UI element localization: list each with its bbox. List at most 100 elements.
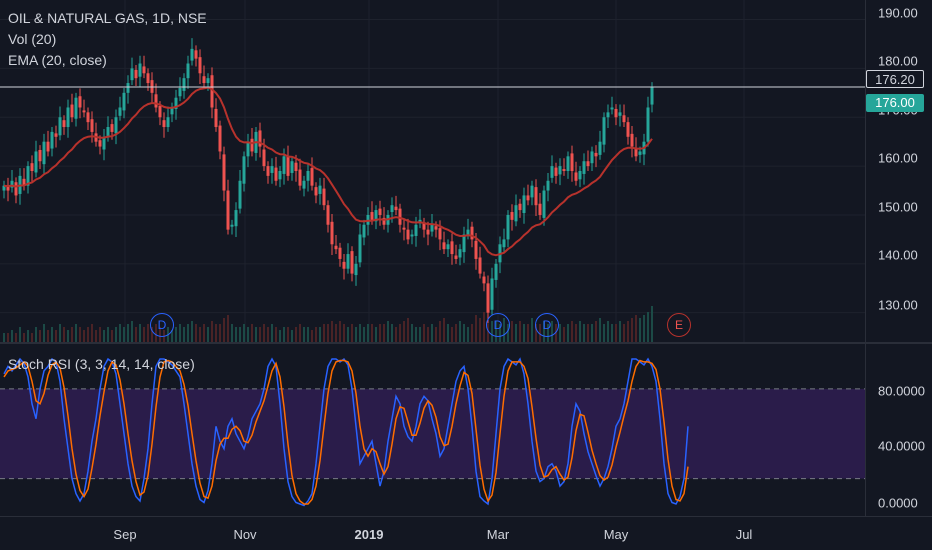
volume-bar [179, 324, 181, 342]
volume-bar [591, 324, 593, 342]
volume-bar [39, 330, 41, 342]
volume-bar [567, 324, 569, 342]
pane-separator[interactable] [0, 342, 932, 344]
volume-bar [95, 330, 97, 342]
candle-body [158, 106, 162, 118]
volume-bar [327, 324, 329, 342]
candle-body [306, 171, 310, 181]
volume-bar [143, 327, 145, 342]
ema-line [3, 86, 653, 257]
candle-body [550, 166, 554, 178]
symbol-legend[interactable]: OIL & NATURAL GAS, 1D, NSE [8, 10, 207, 26]
volume-bar [47, 330, 49, 342]
volume-bar [135, 327, 137, 342]
dividend-marker[interactable]: D [535, 313, 559, 337]
stoch-rsi-legend[interactable]: Stoch RSI (3, 3, 14, 14, close) [8, 356, 195, 372]
stoch-d-line [3, 359, 689, 505]
dividend-marker[interactable]: D [486, 313, 510, 337]
price-tick: 190.00 [878, 5, 918, 21]
volume-bar [439, 321, 441, 342]
volume-bar [31, 333, 33, 342]
candle-body [494, 263, 498, 280]
time-tick: Sep [113, 527, 137, 542]
volume-bar [367, 324, 369, 342]
volume-bar [423, 324, 425, 342]
candle-body [570, 153, 574, 171]
volume-bar [651, 306, 653, 342]
volume-bar [107, 327, 109, 342]
volume-bar [67, 330, 69, 342]
volume-bar [247, 327, 249, 342]
candle-body [430, 224, 434, 232]
price-pane[interactable] [0, 0, 866, 342]
volume-bar [83, 330, 85, 342]
candle-body [614, 108, 618, 118]
candle-body [274, 167, 278, 181]
volume-bar [315, 327, 317, 342]
volume-bar [403, 321, 405, 342]
candle-body [434, 226, 438, 230]
candle-body [466, 229, 470, 235]
ema-legend[interactable]: EMA (20, close) [8, 52, 107, 68]
volume-bar [379, 324, 381, 342]
candle-body [178, 87, 182, 97]
candle-body [362, 224, 366, 238]
candle-body [566, 156, 570, 171]
candle-body [582, 161, 586, 174]
volume-bar [635, 315, 637, 342]
candle-body [206, 78, 210, 84]
volume-bar [507, 324, 509, 342]
volume-bar [207, 327, 209, 342]
volume-bar [223, 318, 225, 342]
candle-body [186, 63, 190, 79]
volume-bar [283, 327, 285, 342]
rsi-tick: 0.0000 [878, 495, 918, 511]
candle-body [322, 188, 326, 206]
volume-bar [295, 327, 297, 342]
candle-body [354, 263, 358, 276]
candle-body [414, 224, 418, 236]
volume-bar [619, 321, 621, 342]
volume-bar [115, 327, 117, 342]
volume-bar [131, 321, 133, 342]
candle-body [602, 117, 606, 145]
volume-bar [271, 324, 273, 342]
ema-price-label: 176.00 [866, 94, 924, 112]
price-chart[interactable] [0, 0, 866, 342]
candle-body [130, 68, 134, 81]
price-axis[interactable] [866, 0, 932, 342]
volume-bar [331, 321, 333, 342]
volume-bar [171, 330, 173, 342]
volume-legend[interactable]: Vol (20) [8, 31, 57, 47]
volume-bar [11, 330, 13, 342]
volume-bar [103, 330, 105, 342]
candle-body [486, 283, 490, 313]
volume-bar [431, 324, 433, 342]
volume-bar [391, 324, 393, 342]
candle-body [54, 133, 58, 137]
stoch-rsi-pane[interactable] [0, 344, 866, 516]
volume-bar [535, 324, 537, 342]
candle-body [2, 185, 6, 191]
candle-body [266, 166, 270, 176]
candle-body [58, 117, 62, 136]
dividend-marker[interactable]: D [150, 313, 174, 337]
volume-bar [527, 324, 529, 342]
earnings-marker[interactable]: E [667, 313, 691, 337]
volume-bar [603, 324, 605, 342]
volume-bar [443, 318, 445, 342]
volume-bar [279, 330, 281, 342]
axis-separator [865, 0, 866, 516]
volume-bar [255, 327, 257, 342]
stoch-rsi-chart[interactable] [0, 344, 866, 516]
volume-bar [23, 333, 25, 342]
candle-body [562, 169, 566, 171]
candle-body [442, 242, 446, 250]
candle-body [46, 141, 50, 152]
volume-bar [335, 324, 337, 342]
candle-body [222, 154, 226, 191]
candle-body [226, 190, 230, 230]
volume-bar [7, 333, 9, 342]
candle-body [106, 127, 110, 137]
candle-body [446, 244, 450, 250]
